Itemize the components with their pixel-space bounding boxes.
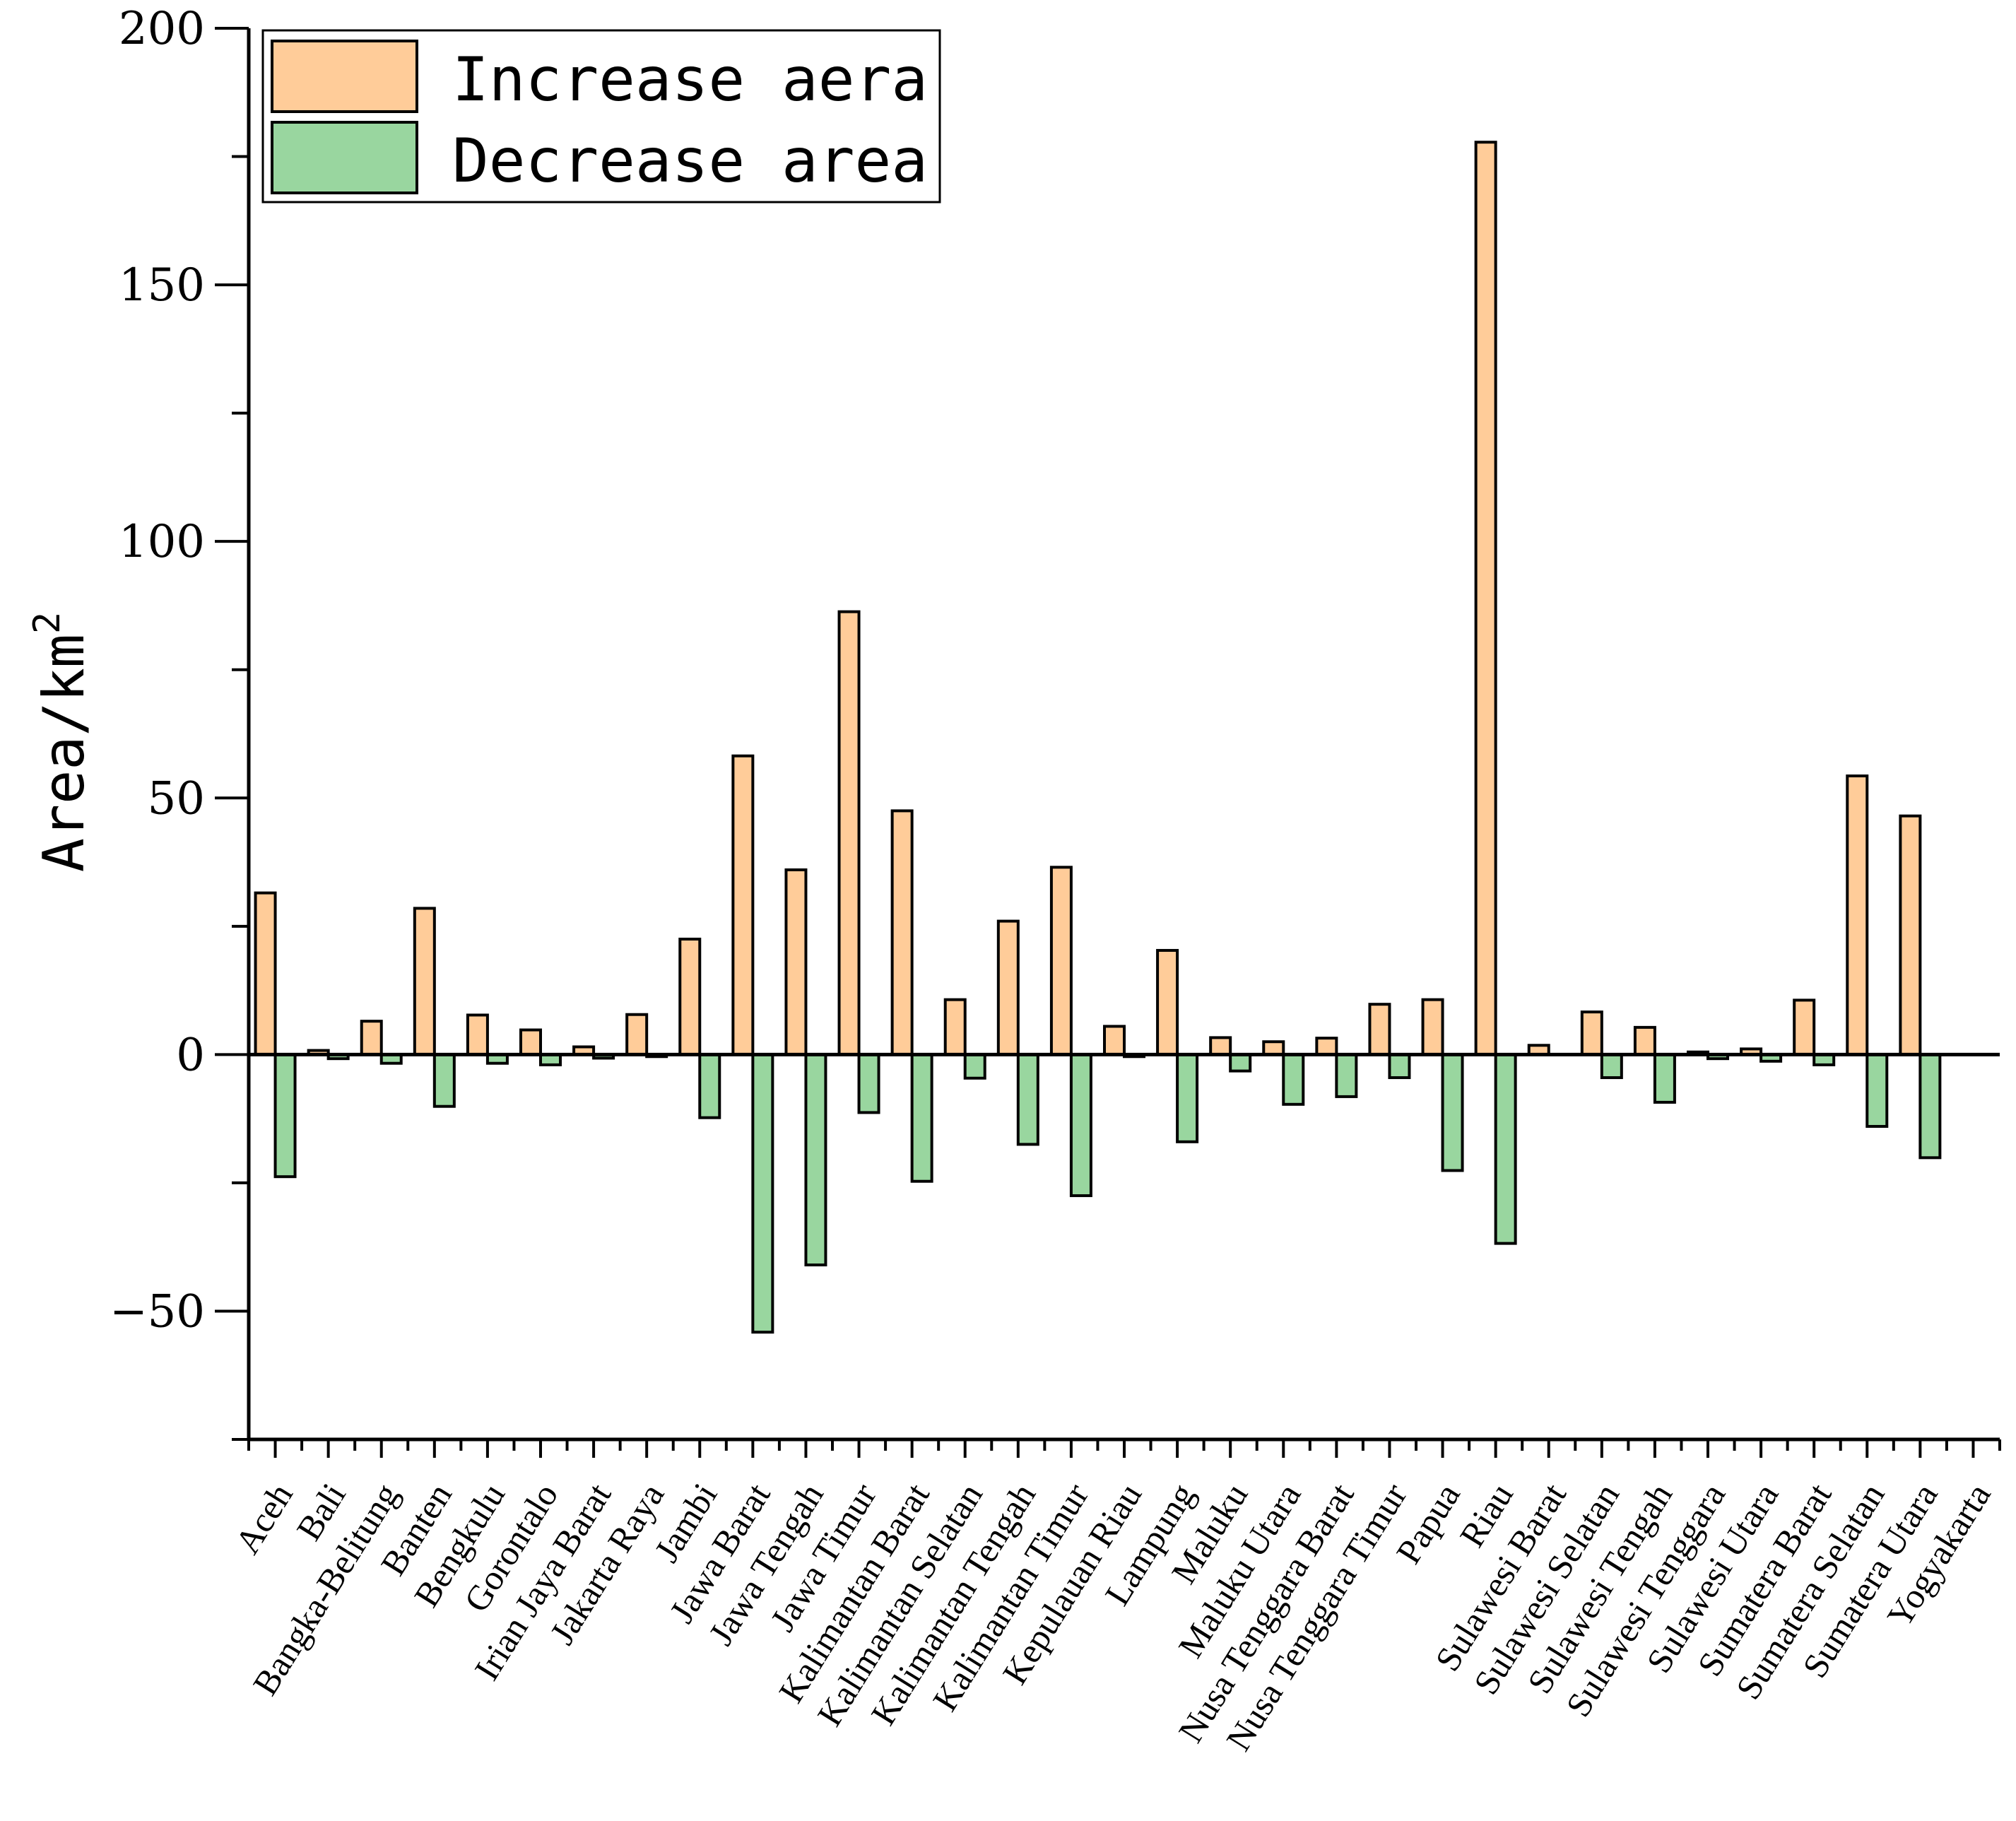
bar-increase-maluku xyxy=(1209,1036,1232,1056)
y-tick-label: −50 xyxy=(110,1285,205,1338)
bar-increase-bangka-belitung xyxy=(360,1020,383,1056)
x-ticks xyxy=(247,1439,2001,1458)
y-axis-title: Area/km2 xyxy=(26,612,97,872)
bar-increase-jawa-tengah xyxy=(784,868,808,1056)
bar-increase-kalimantan-selatan xyxy=(943,998,967,1056)
bar-increase-sumatera-selatan xyxy=(1846,774,1869,1056)
bar-decrease-sumatera-selatan xyxy=(1865,1053,1889,1128)
bar-increase-kalimantan-tengah xyxy=(996,919,1020,1056)
y-tick-label: 200 xyxy=(119,3,205,55)
bar-increase-kalimantan-timur xyxy=(1049,866,1073,1056)
bar-decrease-nusa-tenggara-barat xyxy=(1335,1053,1358,1098)
y-ticks: −50 0 50 100 150 200 xyxy=(110,3,249,1441)
legend-swatch-decrease xyxy=(271,121,418,194)
bar-increase-papua xyxy=(1421,998,1444,1056)
legend: Increase aera Decrease area xyxy=(261,29,941,204)
bar-decrease-papua xyxy=(1441,1053,1464,1172)
y-tick-label: 50 xyxy=(148,772,205,825)
bar-increase-maluku-utara xyxy=(1262,1040,1285,1056)
bar-increase-jawa-timur xyxy=(837,610,861,1056)
bar-increase-riau xyxy=(1474,141,1497,1056)
y-tick-label: 0 xyxy=(176,1029,205,1081)
bar-increase-jakarta-raya xyxy=(625,1013,649,1056)
bar-increase-jawa-barat xyxy=(731,754,755,1056)
bars xyxy=(254,141,1942,1334)
bar-increase-aceh xyxy=(254,891,277,1056)
y-axis-title-superscript: 2 xyxy=(26,612,69,634)
bar-decrease-jambi xyxy=(698,1053,721,1119)
bar-decrease-maluku xyxy=(1229,1053,1252,1073)
bar-decrease-sumatera-utara xyxy=(1918,1053,1942,1160)
y-tick-label: 100 xyxy=(119,516,205,568)
legend-swatch-increase xyxy=(271,40,418,113)
bar-decrease-lampung xyxy=(1176,1053,1199,1143)
bar-decrease-aceh xyxy=(273,1053,297,1179)
bar-increase-kalimantan-barat xyxy=(890,809,914,1056)
bar-decrease-kalimantan-timur xyxy=(1069,1053,1092,1198)
bar-increase-sumatera-barat xyxy=(1793,998,1816,1056)
bar-decrease-riau xyxy=(1494,1053,1517,1245)
bar-decrease-nusa-tenggara-timur xyxy=(1388,1053,1411,1080)
bar-increase-nusa-tenggara-timur xyxy=(1368,1003,1391,1056)
legend-label-decrease: Decrease area xyxy=(452,126,928,196)
bar-decrease-jawa-tengah xyxy=(804,1053,827,1267)
bar-increase-bengkulu xyxy=(466,1013,489,1056)
bar-decrease-maluku-utara xyxy=(1282,1053,1305,1106)
bar-increase-jambi xyxy=(678,937,702,1056)
bar-decrease-jawa-barat xyxy=(751,1053,774,1334)
bar-decrease-sulawesi-tengah xyxy=(1653,1053,1676,1104)
bar-decrease-sulawesi-selatan xyxy=(1600,1053,1623,1080)
bar-decrease-kalimantan-barat xyxy=(910,1053,933,1183)
y-tick-label: 150 xyxy=(119,259,205,312)
bar-decrease-kalimantan-selatan xyxy=(963,1053,986,1080)
bar-increase-lampung xyxy=(1156,948,1179,1056)
bar-increase-kepulauan-riau xyxy=(1103,1025,1126,1056)
bar-increase-banten xyxy=(413,907,436,1056)
bar-decrease-jawa-timur xyxy=(857,1053,880,1114)
bar-decrease-banten xyxy=(432,1053,456,1108)
bar-increase-nusa-tenggara-barat xyxy=(1315,1037,1338,1056)
bar-increase-sumatera-utara xyxy=(1899,814,1922,1056)
legend-label-increase: Increase aera xyxy=(452,45,928,115)
bar-increase-gorontalo xyxy=(519,1028,542,1056)
bar-increase-sulawesi-selatan xyxy=(1580,1010,1603,1056)
bar-increase-sulawesi-tengah xyxy=(1633,1025,1656,1056)
bar-decrease-kalimantan-tengah xyxy=(1016,1053,1039,1146)
